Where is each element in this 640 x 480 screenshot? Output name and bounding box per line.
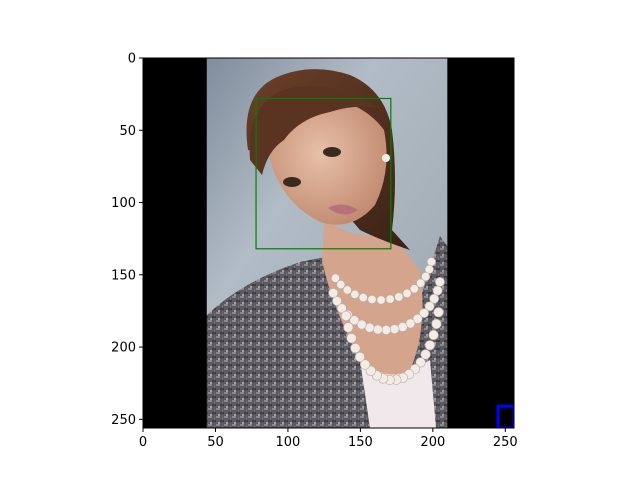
pearl — [385, 294, 395, 304]
plot-area — [143, 58, 514, 428]
face — [266, 95, 387, 225]
pearl — [402, 288, 412, 298]
pearl — [350, 289, 360, 299]
pearl — [346, 333, 357, 344]
y-tick-label: 150 — [111, 268, 136, 283]
x-tick-label: 150 — [348, 435, 373, 450]
x-tick-label: 100 — [276, 435, 301, 450]
pearl — [342, 285, 352, 295]
pearl — [336, 280, 346, 290]
pearl — [349, 315, 360, 326]
pearl — [394, 292, 404, 302]
x-tick-label: 50 — [207, 435, 224, 450]
y-tick-label: 50 — [119, 124, 136, 139]
x-tick-label: 0 — [139, 435, 147, 450]
pearl — [332, 296, 342, 306]
pearl — [429, 293, 440, 304]
pearl — [381, 325, 392, 335]
pearl — [358, 293, 368, 303]
pearl — [412, 313, 423, 324]
x-tick-label: 250 — [493, 435, 518, 450]
hair-bangs — [249, 86, 378, 175]
axes-frame — [142, 57, 515, 429]
pearl — [389, 324, 400, 335]
pearl — [420, 349, 431, 360]
pearl — [433, 307, 444, 318]
y-tick-label: 250 — [111, 413, 136, 428]
pearl — [409, 284, 419, 294]
pearl — [434, 277, 445, 287]
pearl — [376, 295, 386, 305]
pearl — [340, 310, 352, 321]
right-black-bar — [447, 58, 514, 428]
y-tick-label: 100 — [111, 196, 136, 211]
face-bounding-box — [255, 97, 392, 250]
left-black-bar — [143, 58, 207, 428]
pearl — [350, 343, 361, 354]
pearl — [336, 303, 347, 314]
pearl — [328, 287, 339, 298]
x-axis: 0 50 100 150 200 250 — [139, 428, 518, 450]
pearl — [424, 340, 436, 351]
y-tick-label: 0 — [128, 52, 136, 67]
pearl — [426, 257, 436, 267]
pearl — [356, 319, 367, 330]
pearl — [367, 294, 377, 304]
lips — [328, 204, 358, 215]
pearl — [359, 359, 371, 370]
pearl — [428, 329, 439, 341]
pearl — [421, 272, 431, 282]
pearl — [432, 285, 443, 296]
pearl-necklace — [328, 257, 445, 385]
x-tick-label: 200 — [420, 435, 445, 450]
portrait-photo — [204, 58, 450, 428]
pearl — [343, 322, 354, 333]
y-tick-label: 200 — [111, 341, 136, 356]
pearl — [372, 324, 383, 335]
blue-corner-box — [496, 404, 514, 428]
earring — [382, 154, 390, 162]
pearl — [419, 308, 429, 318]
pearl — [416, 278, 426, 288]
pearl — [330, 273, 340, 283]
right-eye — [323, 147, 341, 157]
pearl — [424, 264, 434, 274]
pearl — [415, 357, 426, 368]
pearl — [424, 301, 435, 312]
pearl — [431, 318, 442, 330]
pearl — [354, 351, 366, 363]
pearl — [397, 322, 408, 332]
left-eye — [283, 177, 301, 187]
y-axis: 0 50 100 150 200 250 — [111, 52, 143, 428]
